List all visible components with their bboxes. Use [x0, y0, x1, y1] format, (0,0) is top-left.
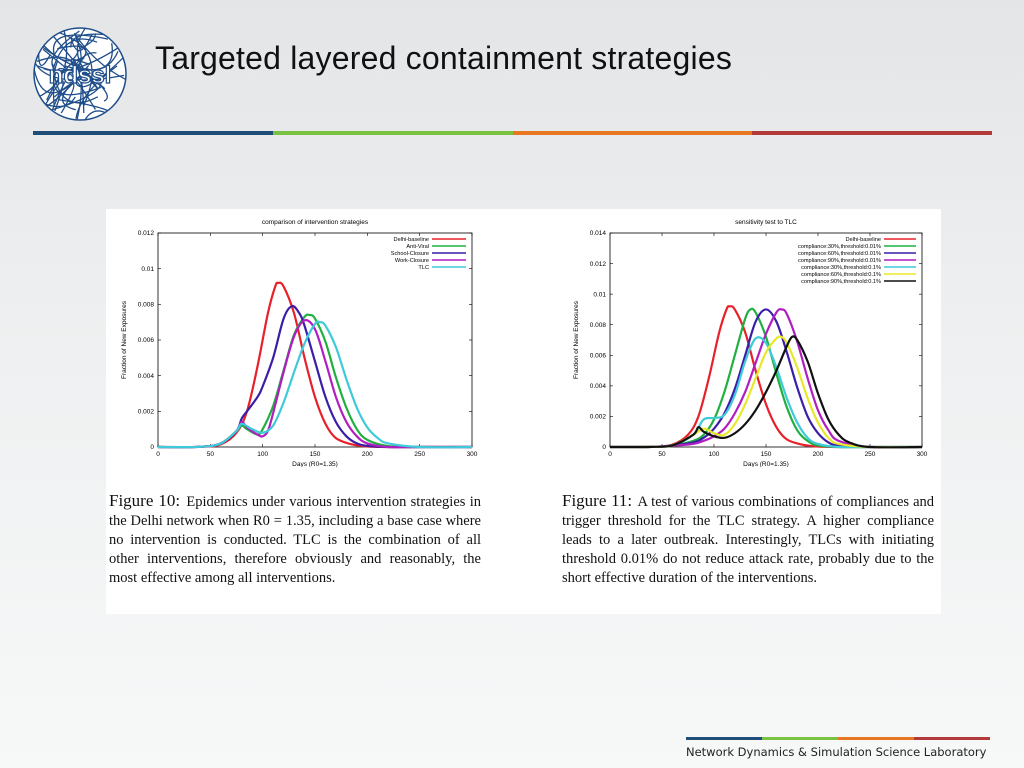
legend-label: Anti-Viral [406, 244, 429, 250]
logo-web-strand [43, 73, 102, 113]
legend-label: Work-Closure [395, 258, 429, 264]
legend-label: compliance:90%,threshold:0.1% [801, 279, 881, 285]
x-tick-label: 150 [761, 451, 772, 458]
series-line [609, 308, 923, 449]
series-line [157, 313, 473, 449]
figure10-caption: Figure 10: Epidemics under various inter… [109, 491, 481, 588]
series-line [609, 308, 923, 449]
y-tick-label: 0.002 [138, 409, 155, 416]
figure11-caption: Figure 11: A test of various combination… [562, 491, 934, 588]
figure10-text: Epidemics under various intervention str… [109, 494, 482, 586]
x-tick-label: 200 [813, 451, 824, 458]
legend-label: School-Closure [391, 251, 429, 257]
y-tick-label: 0 [602, 444, 606, 451]
y-tick-label: 0 [150, 444, 154, 451]
y-tick-label: 0.014 [590, 230, 607, 237]
logo-web-strand [52, 67, 96, 110]
series-line [609, 335, 923, 449]
legend-label: TLC [418, 265, 429, 271]
footer-lab-name: Network Dynamics & Simulation Science La… [686, 745, 987, 759]
series-line [157, 320, 473, 449]
y-tick-label: 0.012 [138, 230, 155, 237]
legend-label: compliance:30%,threshold:0.01% [798, 244, 881, 250]
x-tick-label: 50 [658, 451, 666, 458]
y-tick-label: 0.01 [593, 291, 606, 298]
y-tick-label: 0.01 [141, 266, 154, 273]
x-tick-label: 300 [917, 451, 928, 458]
legend-label: compliance:90%,threshold:0.01% [798, 258, 881, 264]
rule-segment-blue [33, 131, 273, 135]
rule-segment-orange [512, 131, 753, 135]
x-tick-label: 50 [207, 451, 215, 458]
x-tick-label: 0 [608, 451, 612, 458]
legend-label: compliance:60%,threshold:0.1% [801, 272, 881, 278]
y-tick-label: 0.008 [138, 302, 155, 309]
logo-web-strand [64, 42, 113, 71]
y-tick-label: 0.004 [590, 383, 607, 390]
logo-web-strand [79, 68, 108, 102]
rule-segment-red [752, 131, 992, 135]
header-rule [33, 131, 992, 135]
logo-web-strand [36, 56, 82, 120]
x-tick-label: 100 [257, 451, 268, 458]
x-tick-label: 250 [865, 451, 876, 458]
logo-web-strand [52, 34, 109, 55]
page-title: Targeted layered containment strategies [155, 40, 733, 76]
footer-rule-green [762, 737, 838, 740]
ndssl-logo: ndssl [33, 27, 127, 121]
y-tick-label: 0.012 [590, 261, 607, 268]
legend-label: compliance:30%,threshold:0.1% [801, 265, 881, 271]
series-line [609, 307, 922, 449]
logo-web-strand [50, 38, 98, 77]
chart-intervention-strategies: comparison of intervention strategies 0 50… [121, 219, 478, 467]
series-line [609, 305, 922, 449]
logo-text: ndssl [49, 62, 112, 89]
y-tick-label: 0.006 [138, 337, 155, 344]
y-tick-label: 0.008 [590, 322, 607, 329]
logo-web-strand [39, 41, 80, 62]
footer-rule-orange [838, 737, 914, 740]
logo-web-strand [53, 83, 75, 114]
footer-rule-red [914, 737, 990, 740]
x-tick-label: 200 [362, 451, 373, 458]
x-tick-label: 250 [414, 451, 425, 458]
series-line [157, 319, 472, 449]
y-tick-label: 0.004 [138, 373, 155, 380]
y-axis-label: Fraction of New Exposures [573, 300, 580, 379]
x-tick-label: 0 [156, 451, 160, 458]
y-tick-label: 0.006 [590, 352, 607, 359]
logo-web-strand [37, 28, 68, 98]
series-line [609, 335, 923, 449]
figure11-label: Figure 11: [562, 491, 633, 510]
legend-label: compliance:60%,threshold:0.01% [798, 251, 881, 257]
x-axis-label: Days (R0=1.35) [292, 461, 338, 467]
logo-web-strand [70, 58, 106, 90]
figure10-label: Figure 10: [109, 491, 181, 510]
chart-title: sensitivity test to TLC [735, 219, 797, 226]
legend-label: Delhi-baseline [394, 237, 429, 243]
chart-title: comparison of intervention strategies [262, 219, 369, 226]
x-tick-label: 150 [310, 451, 321, 458]
logo-web-strand [34, 40, 119, 71]
y-axis-label: Fraction of New Exposures [121, 300, 128, 379]
x-tick-label: 300 [467, 451, 478, 458]
y-tick-label: 0.002 [590, 414, 607, 421]
figure11-text: A test of various combinations of compli… [562, 494, 935, 586]
legend-label: Delhi-baseline [846, 237, 881, 243]
x-axis-label: Days (R0=1.35) [743, 461, 789, 467]
x-tick-label: 100 [709, 451, 720, 458]
footer-rule-blue [686, 737, 762, 740]
footer-rule [686, 737, 990, 740]
logo-web-strand [51, 30, 80, 74]
rule-segment-green [272, 131, 513, 135]
chart-sensitivity-tlc: sensitivity test to TLC 0 50 100 150 200 250 30… [573, 219, 928, 467]
figures-panel: comparison of intervention strategies 0 50… [106, 209, 941, 614]
logo-web-strand [34, 62, 125, 81]
